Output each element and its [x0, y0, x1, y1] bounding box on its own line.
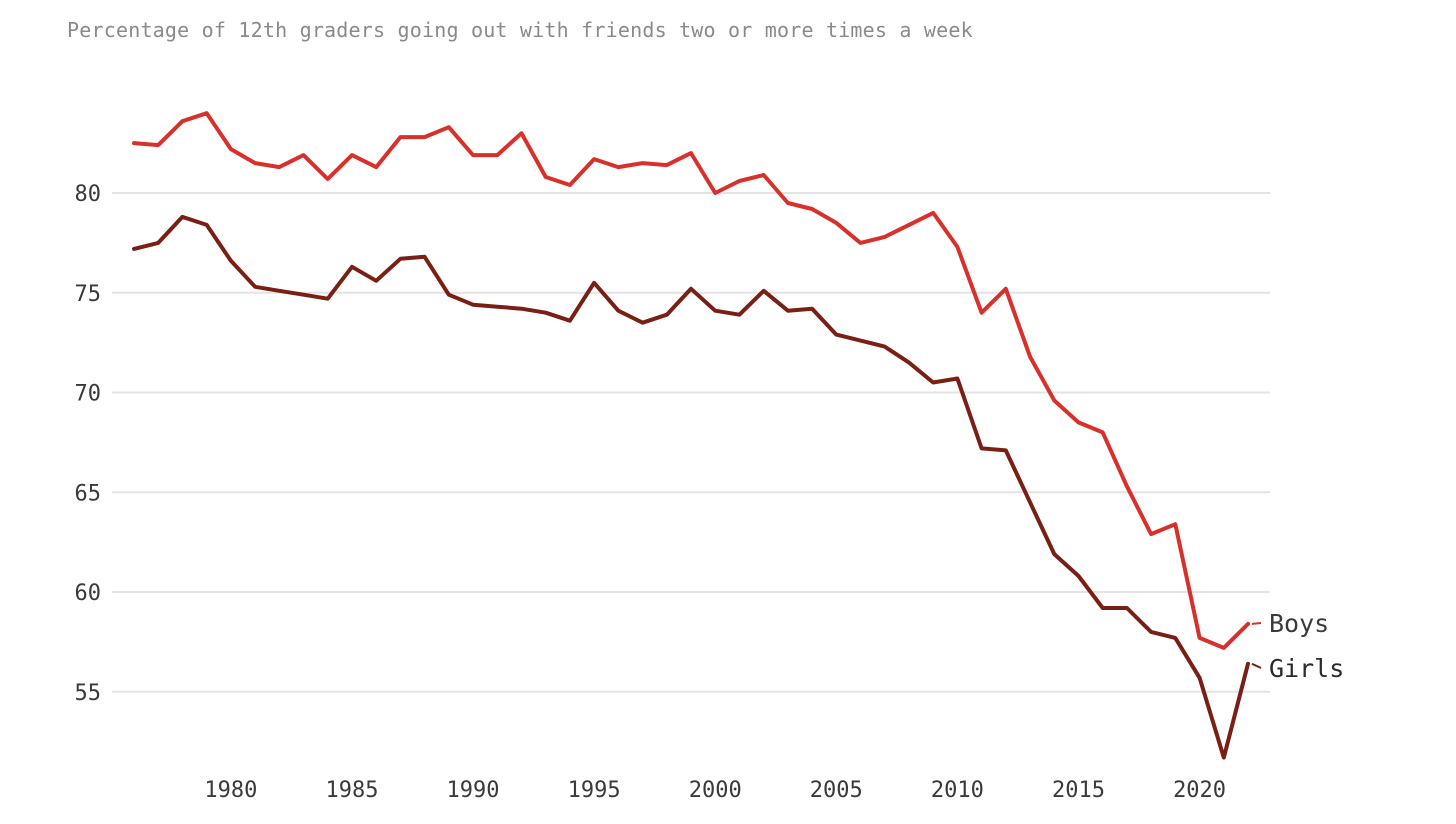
- series-line-boys: [132, 111, 1250, 650]
- x-tick-label: 1995: [568, 778, 621, 803]
- series-label-boys: Boys: [1269, 609, 1329, 638]
- y-tick-label: 80: [75, 182, 102, 207]
- label-leader-boys: [1251, 622, 1262, 625]
- series-label-girls: Girls: [1269, 654, 1344, 683]
- x-tick-label: 2015: [1052, 778, 1105, 803]
- y-tick-label: 65: [75, 481, 102, 506]
- x-axis-ticks: 1980 1985 1990 1995 2000 2005 2010 2015 2020: [204, 778, 1226, 803]
- series-line-girls: [132, 214, 1250, 760]
- chart-title: Percentage of 12th graders going out wit…: [67, 18, 973, 42]
- y-axis-ticks: 55 60 65 70 75 80: [75, 182, 102, 706]
- x-tick-label: 1985: [325, 778, 378, 803]
- x-tick-label: 2010: [931, 778, 984, 803]
- series-lines: [132, 111, 1250, 760]
- y-tick-label: 75: [75, 282, 102, 307]
- x-tick-label: 1990: [447, 778, 500, 803]
- y-tick-label: 55: [75, 681, 102, 706]
- x-tick-label: 2020: [1173, 778, 1226, 803]
- x-tick-label: 2000: [689, 778, 742, 803]
- y-tick-label: 70: [75, 382, 102, 407]
- series-labels: Boys Girls: [1251, 609, 1344, 683]
- y-tick-label: 60: [75, 581, 102, 606]
- x-tick-label: 2005: [810, 778, 863, 803]
- x-tick-label: 1980: [204, 778, 257, 803]
- gridlines: [112, 192, 1270, 693]
- label-leader-girls: [1251, 662, 1262, 669]
